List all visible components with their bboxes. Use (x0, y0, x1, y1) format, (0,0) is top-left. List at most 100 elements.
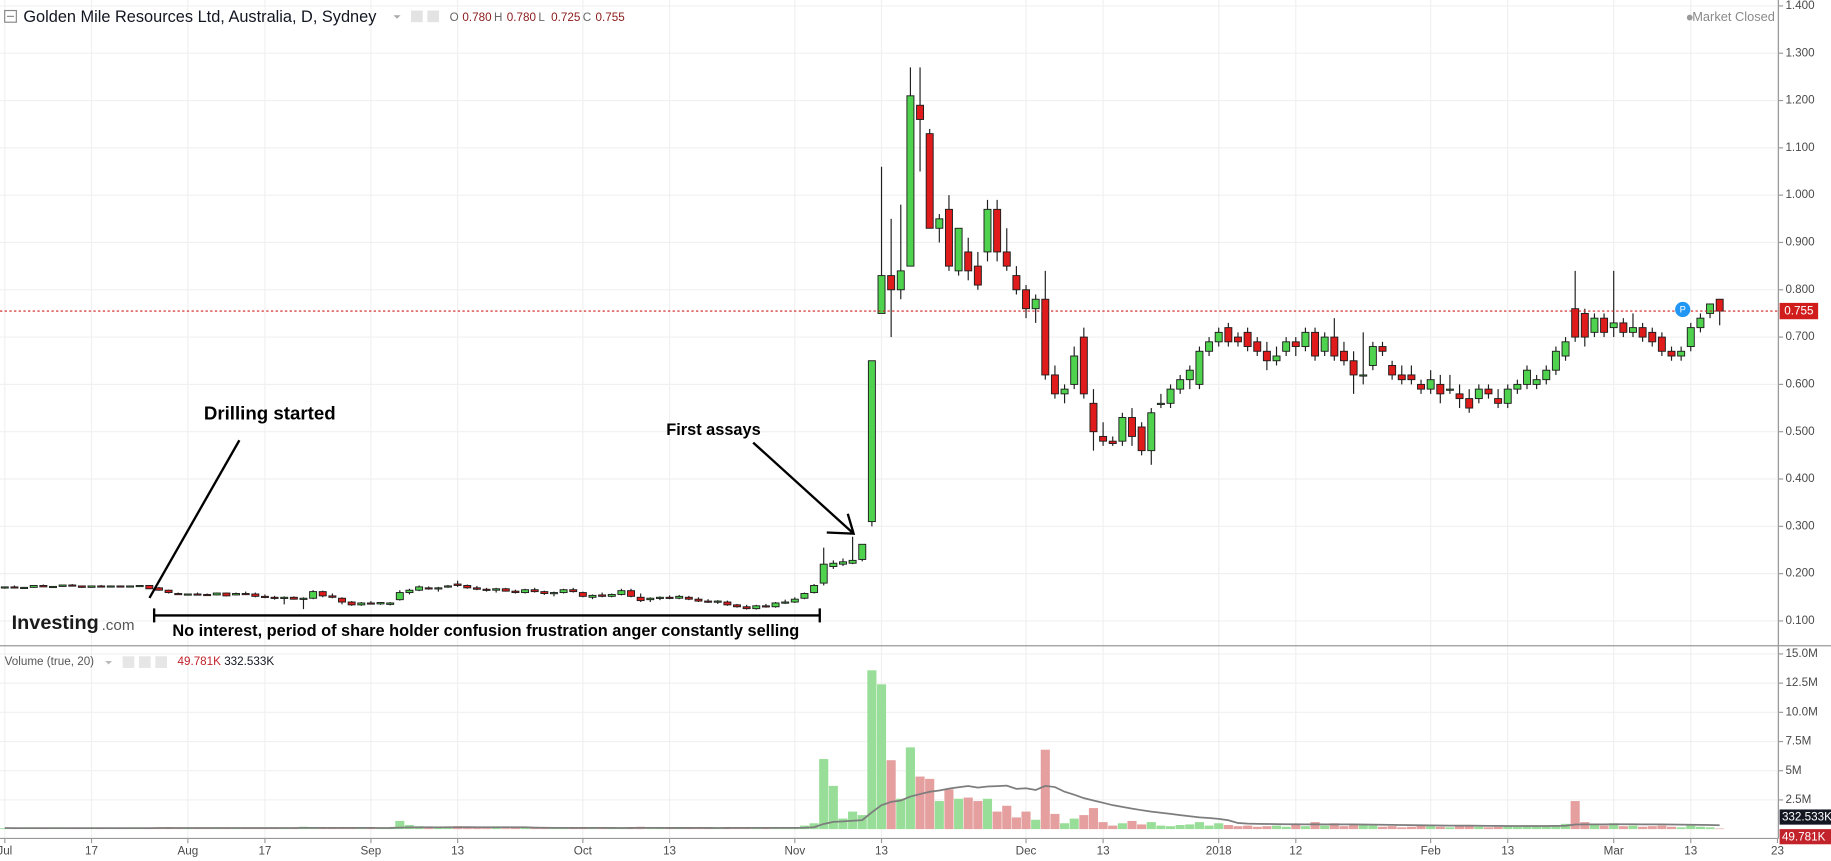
candle-body (1609, 322, 1618, 329)
settings-icon[interactable] (122, 656, 135, 668)
candle-body (68, 584, 77, 587)
candle-body (1262, 350, 1271, 362)
candle-body (1041, 298, 1050, 376)
volume-bar (1088, 808, 1099, 830)
volume-bar (1657, 825, 1667, 830)
y-tick-label: 0.300 (1785, 519, 1815, 532)
volume-bar (472, 828, 482, 830)
x-tick-label: 13 (875, 844, 888, 857)
volume-bar (501, 828, 511, 830)
candle-body (1224, 327, 1233, 343)
volume-bar (982, 798, 993, 830)
event-marker[interactable] (1675, 301, 1691, 318)
candle-body (29, 584, 38, 588)
volume-bar (1175, 825, 1185, 830)
candle-body (704, 600, 713, 603)
volume-bar (973, 801, 983, 830)
candle-body (164, 589, 173, 594)
settings-icon[interactable] (411, 10, 423, 23)
hide-icon[interactable] (138, 656, 151, 668)
candle-body (993, 208, 1002, 253)
volume-bar (0, 828, 10, 830)
candle-body (1022, 289, 1031, 310)
last-price-tag (1779, 302, 1819, 320)
y-tick-label: 15.0M (1785, 647, 1817, 660)
y-tick-label: 1.300 (1785, 46, 1815, 59)
volume-bar (1589, 824, 1599, 830)
candle-body (1542, 369, 1551, 381)
y-tick-label: 0.200 (1785, 567, 1815, 580)
candle-body (1715, 298, 1724, 312)
candle-body (97, 585, 106, 588)
axis-tags: 0.755 332.533K 49.781K (1779, 302, 1831, 845)
candle-body (655, 596, 664, 599)
candle-body (347, 601, 356, 606)
x-tick-label: Mar (1604, 844, 1624, 857)
candle-body (1012, 275, 1021, 291)
candle-body (617, 590, 626, 595)
candle-body (376, 602, 385, 605)
candle-body (646, 597, 655, 601)
candle-body (1417, 383, 1425, 390)
volume-bar (1031, 819, 1041, 830)
y-tick-label: 0.800 (1785, 283, 1815, 296)
volume-bar (1329, 823, 1339, 830)
candle-body (77, 585, 86, 588)
collapse-icon[interactable] (4, 9, 17, 23)
volume-bar (934, 801, 944, 830)
candle-body (839, 561, 847, 565)
y-tick-label: 2.5M (1785, 793, 1811, 806)
dropdown-icon[interactable] (105, 660, 113, 665)
volume-bar (1349, 824, 1359, 830)
candle-body (588, 594, 597, 598)
candle-body (424, 587, 433, 590)
candle-body (1291, 341, 1300, 348)
candle-body (338, 597, 346, 603)
volume-bar (1002, 805, 1012, 830)
volume-bar (1551, 825, 1561, 830)
volume-bar (1435, 826, 1445, 830)
x-tick-label: Jul (0, 844, 12, 857)
volume-bar (433, 827, 443, 830)
event-marker-icon: P (1680, 305, 1686, 315)
candle-body (154, 587, 163, 591)
ohlc-value: 0.780 (462, 11, 492, 24)
volume-bar (510, 828, 520, 830)
candle-body (1455, 393, 1464, 400)
candle-body (1349, 360, 1358, 376)
volume-bar (1060, 823, 1070, 830)
x-tick-label: 13 (1097, 844, 1110, 857)
last-value-tag (1779, 829, 1831, 845)
candle-body (896, 270, 905, 291)
volume-bar (1137, 824, 1147, 830)
candle-body (1176, 379, 1185, 390)
volume-bar (1108, 825, 1118, 830)
candle-body (1330, 336, 1339, 357)
candle-body (694, 598, 703, 602)
watermark-brand: Investing (12, 612, 99, 634)
volume-bar (1165, 826, 1176, 830)
x-tick-label: 17 (85, 844, 98, 857)
volume-bar (1300, 826, 1310, 830)
volume-bar (1676, 827, 1686, 830)
dropdown-icon[interactable] (393, 15, 401, 19)
volume-bar (925, 778, 935, 830)
candle-body (1465, 398, 1474, 409)
candle-body (1388, 365, 1397, 376)
volume-bar (1628, 825, 1638, 830)
volume-last: 49.781K (177, 655, 221, 668)
volume-bar (1666, 826, 1677, 830)
volume-bar (1117, 823, 1127, 830)
remove-icon[interactable] (155, 656, 167, 668)
candle-body (1629, 327, 1637, 333)
candle-body (1590, 317, 1599, 333)
y-tick-label: 0.500 (1785, 425, 1815, 438)
candle-body (193, 593, 202, 596)
volume-bar (1695, 826, 1705, 830)
volume-bar (1358, 825, 1368, 830)
volume-bar (1146, 822, 1156, 830)
volume-bar (1618, 826, 1628, 830)
hide-icon[interactable] (427, 10, 440, 23)
x-tick-label: Sep (361, 844, 382, 857)
